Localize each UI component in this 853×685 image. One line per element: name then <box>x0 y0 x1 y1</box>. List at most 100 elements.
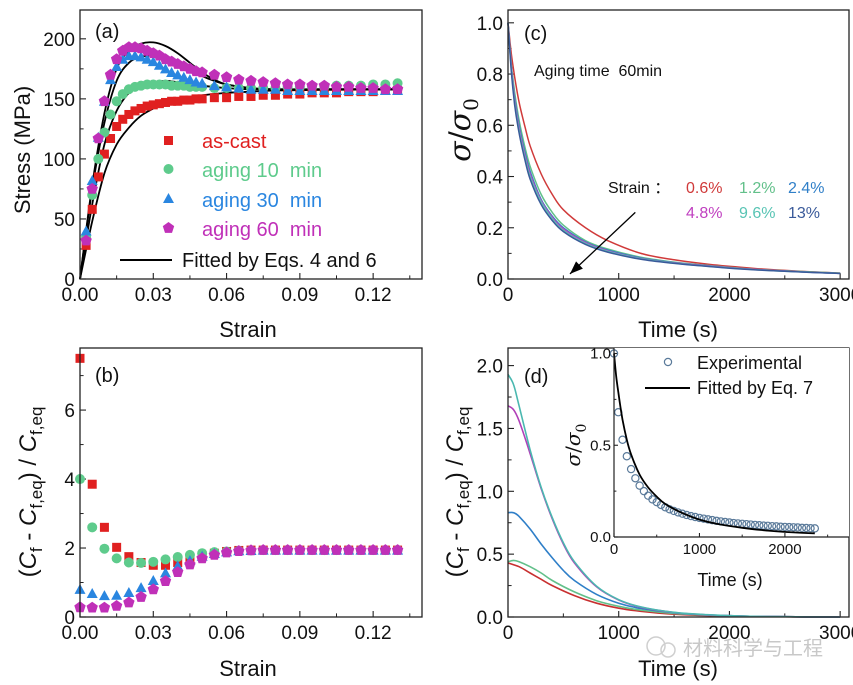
y-tick-label: 0.8 <box>477 65 503 86</box>
data-point-triangle <box>98 590 110 601</box>
data-point-circle <box>87 522 98 533</box>
data-point-square <box>87 204 97 214</box>
data-point-square <box>197 94 207 104</box>
data-point-pentagon <box>208 548 221 560</box>
inset-data-point <box>797 523 807 533</box>
data-point-circle <box>172 551 183 562</box>
x-tick-label: 0.00 <box>62 285 99 306</box>
data-point-square <box>99 522 109 532</box>
inset-background <box>614 348 849 537</box>
data-point-triangle <box>221 81 233 92</box>
y-title-b-sub2: f,eq <box>27 480 46 508</box>
x-tick-label: 2000 <box>708 623 750 644</box>
x-tick-label: 0.06 <box>208 623 245 644</box>
legend-marker-aging-10 <box>163 164 174 174</box>
inset-data-point <box>682 510 691 520</box>
data-point-square <box>99 149 109 159</box>
y-tick-label: 1.0 <box>590 346 611 363</box>
data-point-triangle <box>153 59 165 70</box>
inset-data <box>609 349 820 535</box>
data-point-circle <box>99 127 110 138</box>
inset-y-sigma: σ <box>561 451 585 466</box>
data-point-pentagon <box>318 79 330 91</box>
data-point-square <box>209 93 219 103</box>
y-tick-label: 2 <box>64 539 75 560</box>
data-point-pentagon <box>110 53 123 65</box>
data-point-square <box>112 542 122 552</box>
data-point-pentagon <box>196 552 208 564</box>
data-point-square <box>124 109 134 119</box>
data-points <box>80 41 404 250</box>
data-point-triangle <box>282 84 294 95</box>
y-tick-label: 200 <box>43 30 75 51</box>
data-point-triangle <box>147 56 159 67</box>
inset-data-point <box>806 523 815 533</box>
data-point-triangle <box>294 84 306 95</box>
x-tick-label: 2000 <box>708 285 750 306</box>
watermark: 材料科学与工程 <box>646 636 823 660</box>
data-point-pentagon <box>208 68 221 80</box>
data-point-triangle <box>184 74 196 85</box>
x-tick-label: 0.00 <box>62 623 99 644</box>
y-tick-label: 0.2 <box>477 219 503 240</box>
x-tick-label: 1000 <box>598 623 640 644</box>
data-point-triangle <box>178 71 190 82</box>
y-tick-label: 1.5 <box>477 419 503 440</box>
data-point-pentagon <box>245 74 257 86</box>
strain-legend-0-6: 0.6% <box>686 180 722 197</box>
data-points <box>74 353 404 613</box>
y-axis-title-a: Stress (MPa) <box>10 86 35 214</box>
inset-data-point <box>622 452 632 461</box>
data-point-square <box>179 95 189 105</box>
data-point-pentagon <box>318 544 330 555</box>
data-point-pentagon <box>355 544 367 555</box>
legend-label-aging-30: aging 30 min <box>202 190 322 212</box>
inset-y-slash: / <box>561 446 585 453</box>
data-point-circle <box>105 109 116 120</box>
data-point-triangle <box>172 69 184 80</box>
y-title-d-sub2: f,eq <box>454 480 473 508</box>
data-point-triangle <box>269 83 281 94</box>
strain-legend-9-6: 9.6% <box>739 205 775 222</box>
inset-data-point <box>793 523 802 532</box>
relaxation-curve <box>507 22 841 275</box>
trend-arrow <box>569 211 636 275</box>
relaxation-curve <box>507 22 841 274</box>
data-point-pentagon <box>104 68 117 80</box>
data-point-triangle <box>160 567 171 578</box>
y-tick-label: 0.5 <box>477 545 503 566</box>
y-title-c-slash: / <box>443 130 478 141</box>
data-point-triangle <box>233 82 245 93</box>
x-tick-label: 0.03 <box>135 285 172 306</box>
strain-legend-2-4: 2.4% <box>788 180 824 197</box>
legend-a: as-cast aging 10 min aging 30 min aging … <box>120 131 377 272</box>
data-point-triangle <box>160 63 171 74</box>
data-point-pentagon <box>184 558 196 570</box>
data-point-pentagon <box>281 78 294 90</box>
panel-label-b: (b) <box>95 365 119 387</box>
y-title-d-minus: - <box>442 526 469 547</box>
fit-curve <box>79 41 398 280</box>
legend-label-as-cast: as-cast <box>202 131 267 153</box>
inset-data-point <box>755 521 764 530</box>
legend-marker-as-cast <box>164 136 173 145</box>
y-title-d-c3: C <box>442 434 469 452</box>
plot-frame-b <box>79 347 423 618</box>
y-axis-title-d: (Cf - Cf,eq) / Cf,eq <box>442 407 473 578</box>
data-point-square <box>142 101 152 111</box>
concentration-curves <box>507 373 841 618</box>
data-point-circle <box>99 543 110 554</box>
data-point-pentagon <box>257 76 269 87</box>
x-axis-title-d: Time (s) <box>638 656 718 681</box>
y-tick-label: 50 <box>54 210 75 231</box>
x-tick-label: 1000 <box>683 541 716 558</box>
data-point-pentagon <box>367 544 379 555</box>
inset-data-point <box>639 486 649 496</box>
inset-y-sigma0: σ <box>561 431 585 446</box>
data-point-square <box>246 91 256 101</box>
data-point-circle <box>160 554 171 565</box>
x-tick-label: 0.09 <box>281 285 318 306</box>
